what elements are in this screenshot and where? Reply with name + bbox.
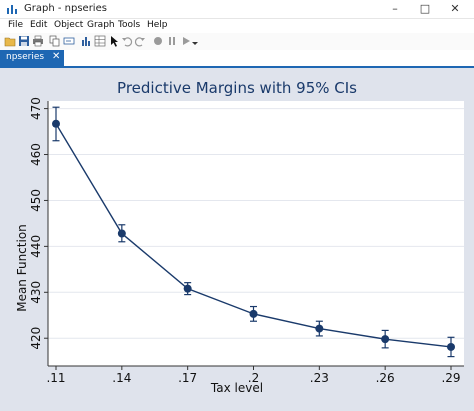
toolbar bbox=[0, 33, 474, 51]
menu-help[interactable]: Help bbox=[147, 20, 168, 30]
data-point bbox=[315, 324, 324, 333]
rename-icon[interactable] bbox=[63, 35, 75, 47]
chart-title: Predictive Margins with 95% CIs bbox=[117, 79, 357, 97]
x-tick-label: .2 bbox=[248, 371, 259, 385]
data-editor-icon[interactable] bbox=[94, 35, 106, 47]
x-axis-label: Tax level bbox=[210, 381, 263, 395]
x-tick-label: .14 bbox=[112, 371, 131, 385]
y-tick-label: 440 bbox=[29, 235, 43, 258]
tab-strip: npseries ✕ bbox=[0, 50, 474, 68]
undo-icon[interactable] bbox=[121, 35, 133, 47]
x-tick-label: .11 bbox=[46, 371, 65, 385]
redo-icon[interactable] bbox=[134, 35, 146, 47]
x-tick-label: .23 bbox=[310, 371, 329, 385]
tab-close-icon[interactable]: ✕ bbox=[52, 51, 61, 62]
title-bar: Graph - npseries – □ ✕ bbox=[0, 0, 474, 19]
x-tick-label: .26 bbox=[376, 371, 395, 385]
y-axis: 420 430 440 450 460 470 bbox=[29, 97, 49, 366]
record-icon[interactable] bbox=[152, 35, 164, 47]
open-icon[interactable] bbox=[4, 35, 16, 47]
menu-edit[interactable]: Edit bbox=[30, 20, 48, 30]
y-tick-label: 420 bbox=[29, 327, 43, 350]
x-tick-label: .29 bbox=[441, 371, 460, 385]
graph-area: Predictive Margins with 95% CIs 420 430 44… bbox=[0, 68, 474, 411]
y-tick-label: 470 bbox=[29, 97, 43, 120]
close-icon[interactable]: ✕ bbox=[450, 2, 460, 15]
dropdown-icon[interactable] bbox=[191, 35, 199, 47]
x-axis: .11 .14 .17 .2 .23 .26 .29 bbox=[46, 365, 464, 385]
tab-npseries[interactable]: npseries ✕ bbox=[0, 50, 64, 66]
play-icon[interactable] bbox=[180, 35, 192, 47]
menu-graph[interactable]: Graph bbox=[87, 20, 115, 30]
graph-editor-icon[interactable] bbox=[80, 35, 92, 47]
plot-region bbox=[48, 101, 464, 366]
menu-object[interactable]: Object bbox=[54, 20, 84, 30]
y-tick-label: 430 bbox=[29, 281, 43, 304]
x-tick-label: .17 bbox=[178, 371, 197, 385]
copy-icon[interactable] bbox=[49, 35, 61, 47]
tab-label: npseries bbox=[6, 52, 45, 62]
maximize-icon[interactable]: □ bbox=[419, 2, 431, 15]
pointer-icon[interactable] bbox=[109, 35, 121, 47]
data-point bbox=[117, 229, 126, 238]
menu-bar: File Edit Object Graph Tools Help bbox=[0, 18, 474, 33]
data-point bbox=[52, 119, 60, 128]
data-point bbox=[249, 309, 258, 318]
minimize-icon[interactable]: – bbox=[392, 2, 398, 15]
series-mean-function bbox=[52, 106, 455, 358]
data-point bbox=[447, 342, 455, 351]
y-axis-label: Mean Function bbox=[15, 224, 29, 312]
grid-lines bbox=[48, 108, 464, 339]
data-point bbox=[381, 335, 390, 344]
chart-svg: Predictive Margins with 95% CIs 420 430 44… bbox=[0, 68, 474, 411]
app-icon bbox=[7, 5, 17, 14]
window-title: Graph - npseries bbox=[24, 3, 107, 14]
y-tick-label: 450 bbox=[29, 189, 43, 212]
pause-icon[interactable] bbox=[166, 35, 178, 47]
save-icon[interactable] bbox=[18, 35, 30, 47]
y-tick-label: 460 bbox=[29, 143, 43, 166]
print-icon[interactable] bbox=[32, 35, 44, 47]
menu-file[interactable]: File bbox=[8, 20, 24, 30]
data-point bbox=[183, 284, 192, 293]
menu-tools[interactable]: Tools bbox=[118, 20, 141, 30]
